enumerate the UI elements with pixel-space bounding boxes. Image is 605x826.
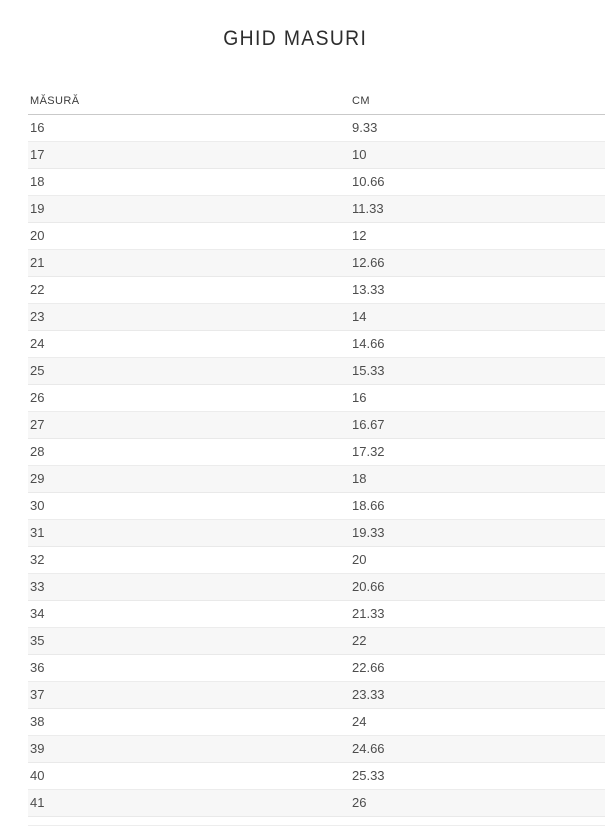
cm-cell: 24 <box>350 708 605 736</box>
size-cell: 34 <box>28 600 350 628</box>
table-row: 20 12 <box>28 222 605 250</box>
cm-cell: 19.33 <box>350 519 605 547</box>
cm-cell: 22 <box>350 627 605 655</box>
table-row: 17 10 <box>28 141 605 169</box>
size-cell: 40 <box>28 762 350 790</box>
page-title: GHID MASURI <box>223 27 368 50</box>
table-row: 30 18.66 <box>28 492 605 520</box>
size-cell: 31 <box>28 519 350 547</box>
table-row: 25 15.33 <box>28 357 605 385</box>
cm-cell: 15.33 <box>350 357 605 385</box>
cm-cell: 26 <box>350 789 605 817</box>
cm-cell: 12 <box>350 222 605 250</box>
size-cell: 37 <box>28 681 350 709</box>
table-row: 24 14.66 <box>28 330 605 358</box>
size-cell: 38 <box>28 708 350 736</box>
size-cell: 23 <box>28 303 350 331</box>
table-row: 27 16.67 <box>28 411 605 439</box>
cm-cell: 12.66 <box>350 249 605 277</box>
cm-cell: 18.66 <box>350 492 605 520</box>
cm-cell: 23.33 <box>350 681 605 709</box>
title-wrap: GHID MASURI <box>28 28 563 50</box>
cm-cell: 16 <box>350 384 605 412</box>
table-row: 40 25.33 <box>28 762 605 790</box>
cm-cell: 17.32 <box>350 438 605 466</box>
table-row: 23 14 <box>28 303 605 331</box>
table-row: 37 23.33 <box>28 681 605 709</box>
cm-cell: 10.66 <box>350 168 605 196</box>
table-body: 16 9.33 17 10 18 10.66 19 11.33 20 12 21 12.66 22 13.… <box>28 114 605 817</box>
size-cell: 33 <box>28 573 350 601</box>
cm-cell: 13.33 <box>350 276 605 304</box>
cm-cell: 20 <box>350 546 605 574</box>
table-row: 16 9.33 <box>28 114 605 142</box>
size-cell: 39 <box>28 735 350 763</box>
cm-cell: 10 <box>350 141 605 169</box>
table-row: 34 21.33 <box>28 600 605 628</box>
table-row: 33 20.66 <box>28 573 605 601</box>
size-cell: 29 <box>28 465 350 493</box>
cm-cell: 24.66 <box>350 735 605 763</box>
size-cell: 22 <box>28 276 350 304</box>
cm-cell: 16.67 <box>350 411 605 439</box>
cm-cell: 14.66 <box>350 330 605 358</box>
table-row: 41 26 <box>28 789 605 817</box>
table-row: 18 10.66 <box>28 168 605 196</box>
size-cell: 19 <box>28 195 350 223</box>
cm-cell: 20.66 <box>350 573 605 601</box>
cm-cell: 22.66 <box>350 654 605 682</box>
table-row: 21 12.66 <box>28 249 605 277</box>
size-cell: 36 <box>28 654 350 682</box>
size-cell: 16 <box>28 114 350 142</box>
size-cell: 25 <box>28 357 350 385</box>
table-row: 31 19.33 <box>28 519 605 547</box>
cm-cell: 25.33 <box>350 762 605 790</box>
size-guide-table: MĂSURĂ CM 16 9.33 17 10 18 10.66 19 11.33 20 12 21… <box>28 95 605 817</box>
cm-cell: 21.33 <box>350 600 605 628</box>
size-cell: 41 <box>28 789 350 817</box>
size-cell: 30 <box>28 492 350 520</box>
table-row: 39 24.66 <box>28 735 605 763</box>
size-cell: 20 <box>28 222 350 250</box>
size-cell: 28 <box>28 438 350 466</box>
size-cell: 27 <box>28 411 350 439</box>
size-cell: 35 <box>28 627 350 655</box>
col-header-cm: CM <box>350 95 605 115</box>
cm-cell: 18 <box>350 465 605 493</box>
table-row: 19 11.33 <box>28 195 605 223</box>
table-row: 28 17.32 <box>28 438 605 466</box>
table-row: 29 18 <box>28 465 605 493</box>
table-header-row: MĂSURĂ CM <box>28 95 605 115</box>
cm-cell: 9.33 <box>350 114 605 142</box>
size-cell: 21 <box>28 249 350 277</box>
size-cell: 26 <box>28 384 350 412</box>
cm-cell: 14 <box>350 303 605 331</box>
table-row: 26 16 <box>28 384 605 412</box>
size-cell: 18 <box>28 168 350 196</box>
table-row: 35 22 <box>28 627 605 655</box>
size-cell: 17 <box>28 141 350 169</box>
size-cell: 32 <box>28 546 350 574</box>
table-row: 22 13.33 <box>28 276 605 304</box>
col-header-masura: MĂSURĂ <box>28 95 350 115</box>
cm-cell: 11.33 <box>350 195 605 223</box>
table-row: 36 22.66 <box>28 654 605 682</box>
table-row: 38 24 <box>28 708 605 736</box>
size-cell: 24 <box>28 330 350 358</box>
table-row: 32 20 <box>28 546 605 574</box>
